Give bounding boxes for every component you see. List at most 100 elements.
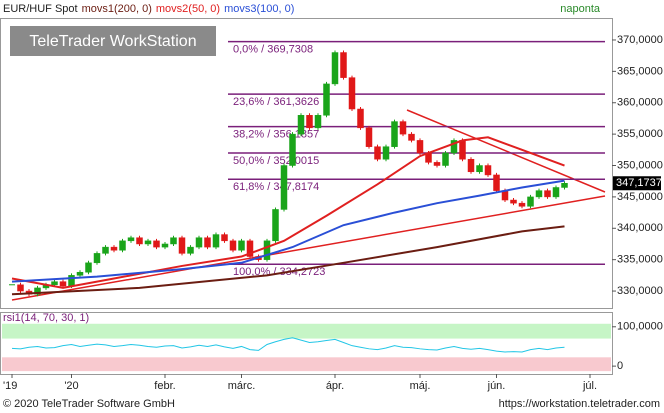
candle bbox=[348, 77, 356, 110]
candle bbox=[102, 246, 109, 254]
logo: TeleTrader WorkStation bbox=[29, 33, 196, 50]
trend-line bbox=[406, 109, 606, 193]
candle bbox=[442, 152, 449, 166]
fib-label: 23,6% / 361,3626 bbox=[233, 96, 319, 108]
candle bbox=[59, 281, 67, 287]
candle bbox=[34, 287, 41, 295]
candle bbox=[306, 115, 313, 129]
x-tick-label: febr. bbox=[154, 380, 175, 392]
candle bbox=[136, 237, 143, 245]
candle bbox=[246, 240, 254, 257]
candle bbox=[433, 162, 441, 166]
candle bbox=[110, 246, 118, 251]
candle bbox=[178, 237, 186, 254]
legend-entry: movs3(100, 0) bbox=[224, 3, 294, 15]
x-tick-label: máj. bbox=[410, 380, 431, 392]
rsi-oversold-band bbox=[2, 357, 611, 372]
candle bbox=[408, 133, 415, 141]
candle bbox=[153, 240, 160, 248]
moving-average bbox=[11, 179, 565, 283]
candle bbox=[331, 52, 339, 85]
rsi-y-tick-label: 0 bbox=[617, 360, 623, 372]
y-tick-label: 350,0000 bbox=[617, 159, 663, 171]
candle bbox=[212, 234, 220, 248]
y-tick-label: 340,0000 bbox=[617, 222, 663, 234]
last-price-label: 347,1737 bbox=[616, 177, 662, 189]
candle bbox=[280, 165, 288, 210]
candle bbox=[272, 209, 279, 242]
candle bbox=[399, 121, 407, 135]
footer-right: https://workstation.teletrader.com bbox=[499, 398, 660, 410]
candle bbox=[459, 140, 466, 160]
moving-average bbox=[11, 225, 565, 296]
period: naponta bbox=[560, 3, 601, 15]
candle bbox=[484, 165, 492, 176]
rsi-overbought-band bbox=[2, 323, 611, 339]
rsi-y-tick-label: 100,0000 bbox=[617, 321, 663, 333]
candle bbox=[68, 275, 75, 287]
x-tick-label: márc. bbox=[228, 380, 256, 392]
y-tick-label: 365,0000 bbox=[617, 65, 663, 77]
candle bbox=[127, 237, 135, 242]
candle bbox=[365, 127, 373, 147]
candle bbox=[85, 262, 92, 273]
candle bbox=[238, 240, 245, 251]
candle bbox=[263, 240, 271, 260]
fib-label: 61,8% / 347,8174 bbox=[233, 181, 319, 193]
fib-label: 0,0% / 369,7308 bbox=[233, 44, 313, 56]
candle bbox=[221, 234, 228, 242]
x-tick-label: júl. bbox=[582, 380, 597, 392]
candle bbox=[204, 237, 211, 248]
fib-label: 50,0% / 352,0015 bbox=[233, 155, 319, 167]
legend-entry: movs1(200, 0) bbox=[82, 3, 152, 15]
candle bbox=[195, 237, 203, 248]
rsi-line bbox=[11, 337, 565, 353]
price-panel bbox=[0, 18, 613, 309]
candle bbox=[416, 140, 424, 154]
candle bbox=[229, 240, 237, 251]
candle bbox=[170, 237, 177, 245]
x-tick-label: jún. bbox=[487, 380, 506, 392]
candle bbox=[544, 190, 551, 198]
candle bbox=[76, 271, 84, 276]
candle bbox=[93, 253, 101, 264]
candle bbox=[391, 121, 398, 147]
legend-entry: movs2(50, 0) bbox=[156, 3, 220, 15]
y-tick-label: 345,0000 bbox=[617, 191, 663, 203]
y-tick-label: 370,0000 bbox=[617, 34, 663, 46]
candle bbox=[561, 183, 568, 188]
rsi-label: rsi1(14, 70, 30, 1) bbox=[3, 312, 89, 324]
candle bbox=[476, 165, 483, 173]
candle bbox=[340, 52, 347, 78]
candle bbox=[144, 240, 152, 245]
title: EUR/HUF Spot bbox=[3, 3, 78, 15]
candle bbox=[161, 243, 169, 248]
candle bbox=[374, 146, 381, 160]
x-tick-label: '19 bbox=[3, 380, 17, 392]
candle bbox=[357, 108, 364, 129]
candle bbox=[51, 281, 58, 286]
candle bbox=[119, 240, 126, 251]
candle bbox=[510, 199, 517, 204]
x-tick-label: '20 bbox=[64, 380, 78, 392]
logo-box bbox=[10, 26, 216, 56]
candle bbox=[187, 246, 194, 254]
candle bbox=[527, 196, 534, 207]
candle bbox=[323, 83, 330, 116]
y-tick-label: 330,0000 bbox=[617, 285, 663, 297]
candle bbox=[382, 146, 390, 160]
candle bbox=[552, 187, 560, 198]
candle bbox=[314, 115, 322, 129]
candle bbox=[450, 140, 458, 154]
y-tick-label: 335,0000 bbox=[617, 254, 663, 266]
candle bbox=[289, 133, 296, 166]
candle bbox=[467, 158, 475, 173]
fib-label: 38,2% / 356,1857 bbox=[233, 129, 319, 141]
candle bbox=[297, 115, 305, 135]
trend-line bbox=[11, 195, 606, 301]
candle bbox=[535, 190, 543, 198]
x-tick-label: ápr. bbox=[326, 380, 344, 392]
candle bbox=[493, 174, 500, 191]
